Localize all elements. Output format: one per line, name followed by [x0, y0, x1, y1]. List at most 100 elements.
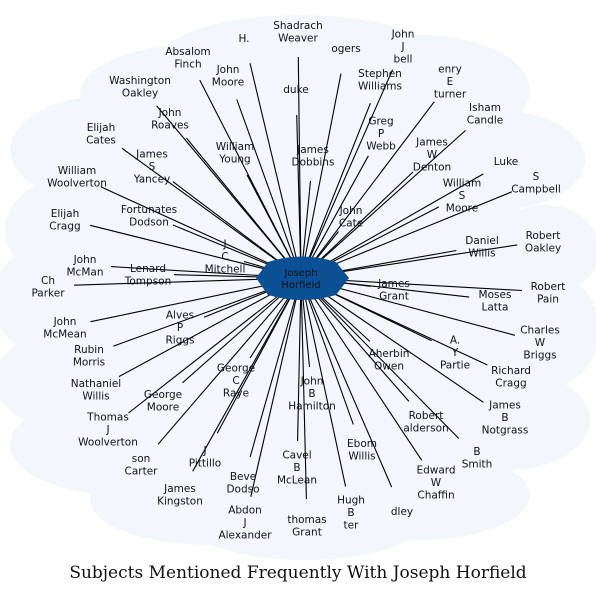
node-label-line: B	[473, 446, 480, 458]
node-label-line: B	[501, 412, 508, 424]
node-label-line: William	[443, 178, 481, 190]
node-label-line: son	[132, 453, 151, 465]
node-label-line: Oakley	[122, 87, 158, 99]
edge-john-roaves	[186, 137, 302, 279]
node-label-line: Beve	[230, 471, 256, 483]
node-label-line: Luke	[494, 156, 519, 168]
node-label-line: Greg	[368, 116, 393, 128]
node-label-line: Stephen	[358, 68, 402, 80]
node-label-line: W	[427, 149, 438, 161]
edge-hugh-b-hunter	[300, 277, 347, 487]
node-label-line: Richard	[491, 365, 531, 377]
node-label-line: Aherbin	[369, 348, 410, 360]
node-label-line: B	[293, 462, 300, 474]
node-label-line: Woolverton	[47, 177, 107, 189]
node-label-line: Dobbins	[292, 156, 335, 168]
node-label-line: Ebom	[347, 438, 377, 450]
node-label-line: B	[308, 388, 315, 400]
node-label-line: Latta	[482, 301, 509, 313]
node-label-line: William	[58, 165, 96, 177]
node-label-line: J	[400, 41, 404, 53]
node-label-line: Washington	[109, 75, 171, 87]
node-label-line: George	[144, 389, 182, 401]
node-label-line: Cavel	[282, 450, 311, 462]
node-label-line: duke	[283, 84, 309, 96]
node-label-line: J	[222, 239, 226, 251]
node-duke[interactable]: duke	[283, 84, 309, 96]
edge-thomas-j-woolverton	[128, 277, 302, 414]
node-label-line: Owen	[374, 360, 404, 372]
node-bradley[interactable]: dley	[391, 506, 413, 518]
node-label-line: Grant	[379, 290, 409, 302]
node-luke[interactable]: Luke	[494, 156, 519, 168]
node-label-line: W	[431, 477, 442, 489]
node-ogers[interactable]: ogers	[331, 43, 360, 55]
node-label-line: Willis	[82, 390, 109, 402]
node-label-line: Robert	[409, 410, 444, 422]
node-label-line: J	[202, 445, 206, 457]
center-node[interactable]: Joseph Horfield	[256, 256, 349, 301]
node-label-line: Abdon	[228, 505, 262, 517]
node-label-line: Young	[218, 153, 250, 165]
cloud-blob	[430, 370, 590, 470]
node-label-line: Alexander	[218, 530, 272, 542]
node-h[interactable]: H.	[238, 33, 249, 45]
node-label-line: bell	[394, 54, 413, 66]
